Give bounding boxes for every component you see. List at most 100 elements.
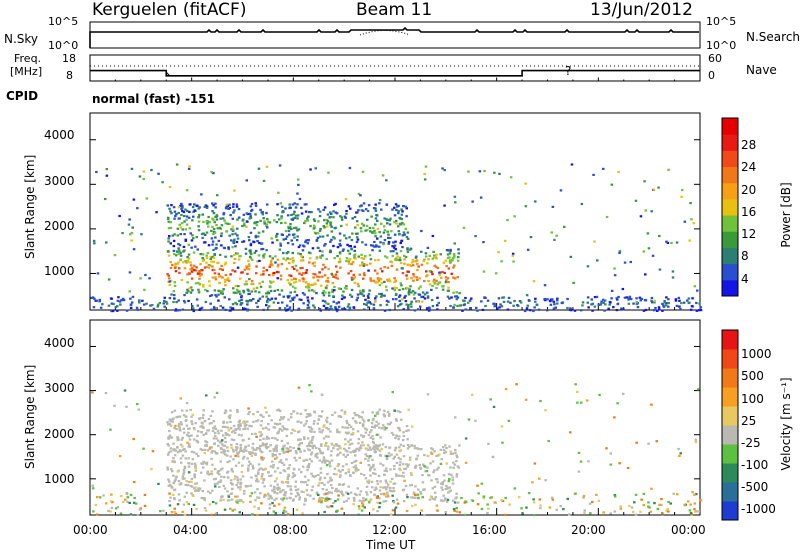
velocity-cell-sparse xyxy=(693,493,696,496)
power-cell xyxy=(411,258,415,262)
power-cell xyxy=(312,224,316,227)
power-cell xyxy=(450,258,454,261)
velocity-cell xyxy=(367,456,371,459)
power-cell-sparse xyxy=(144,273,147,277)
velocity-cell-sparse xyxy=(143,493,147,496)
velocity-cell xyxy=(260,458,263,461)
power-cell xyxy=(373,245,376,248)
power-cell xyxy=(340,216,343,219)
power-cell xyxy=(178,223,181,226)
power-cell xyxy=(376,281,380,284)
power-cell xyxy=(206,222,209,225)
power-cell xyxy=(237,258,241,261)
power-cell xyxy=(339,215,342,218)
power-cell xyxy=(393,206,396,209)
velocity-cell xyxy=(399,443,403,446)
power-cell xyxy=(244,252,248,255)
velocity-cell xyxy=(176,446,179,449)
velocity-cell xyxy=(310,460,314,463)
velocity-cell xyxy=(242,455,246,458)
velocity-cell-sparse xyxy=(301,512,304,515)
power-cell xyxy=(404,205,408,208)
velocity-cell-sparse xyxy=(376,496,379,499)
velocity-cell-sparse xyxy=(332,501,335,504)
velocity-cell xyxy=(189,484,193,488)
velocity-cell-sparse xyxy=(464,501,468,504)
velocity-cell-sparse xyxy=(318,481,321,484)
time-tick-6: 00:00 xyxy=(671,523,706,537)
velocity-cell xyxy=(237,433,241,436)
power-cell-sparse xyxy=(319,235,322,238)
velocity-cell xyxy=(275,456,279,459)
power-cell xyxy=(293,236,296,239)
power-cell xyxy=(675,304,679,307)
power-cell xyxy=(665,296,668,299)
velocity-cell xyxy=(180,461,183,464)
velocity-cell xyxy=(176,415,180,418)
power-cell xyxy=(388,278,391,281)
velocity-cell xyxy=(250,476,253,479)
power-cell-sparse xyxy=(255,286,259,289)
power-cell xyxy=(394,279,397,282)
power-cell xyxy=(138,299,141,302)
power-cell xyxy=(240,271,243,274)
velocity-cell xyxy=(323,493,326,496)
power-cell-sparse xyxy=(132,248,136,251)
velocity-cell-sparse xyxy=(689,511,693,515)
power-cell xyxy=(168,283,172,286)
power-cell xyxy=(468,299,472,302)
power-cell xyxy=(202,285,205,288)
power-cell xyxy=(247,263,251,266)
power-cell xyxy=(208,280,211,283)
power-cell xyxy=(326,234,329,237)
power-cell xyxy=(604,303,607,306)
power-cell xyxy=(306,284,310,287)
power-cell-sparse xyxy=(479,196,483,199)
velocity-cell-sparse xyxy=(544,479,547,482)
power-cell xyxy=(195,298,199,301)
power-cell-sparse xyxy=(278,164,282,167)
velocity-cell xyxy=(308,412,312,416)
velocity-cell xyxy=(383,473,386,476)
velocity-cell xyxy=(389,486,392,489)
velocity-cell xyxy=(200,421,204,424)
velocity-cell xyxy=(212,427,215,430)
power-cell xyxy=(199,253,203,256)
power-cell xyxy=(441,270,444,274)
velocity-cell xyxy=(448,445,451,448)
power-cell-sparse xyxy=(410,291,413,294)
power-cell xyxy=(297,228,301,231)
velocity-cell-sparse xyxy=(110,506,114,509)
power-cell xyxy=(172,300,175,304)
power-cell-sparse xyxy=(274,261,277,264)
velocity-cell xyxy=(248,451,251,454)
freq-tick-bottom: 8 xyxy=(66,69,73,82)
velocity-cell-sparse xyxy=(420,509,423,512)
power-cell-sparse xyxy=(693,285,697,288)
velocity-cell xyxy=(408,484,412,487)
velocity-cell xyxy=(188,434,191,437)
power-cell-sparse xyxy=(525,294,529,297)
power-cell-sparse xyxy=(314,167,317,170)
velocity-cell xyxy=(454,448,457,452)
power-cell xyxy=(307,282,310,286)
velocity-cell-sparse xyxy=(582,494,586,498)
power-cell-sparse xyxy=(335,212,339,215)
power-cell xyxy=(405,215,408,218)
velocity-cell xyxy=(451,452,455,455)
power-cell xyxy=(360,204,363,207)
power-cell xyxy=(601,298,605,301)
velocity-cell xyxy=(232,458,235,461)
velocity-cell-sparse xyxy=(392,500,395,503)
power-cell xyxy=(428,307,431,310)
power-cell xyxy=(446,256,450,259)
power-cbar-tick-28: 28 xyxy=(741,138,757,152)
velocity-cell xyxy=(239,485,242,488)
power-cell xyxy=(607,307,610,310)
velocity-cell xyxy=(220,495,224,498)
velocity-cell xyxy=(386,486,389,489)
power-cell-sparse xyxy=(478,170,482,173)
power-cell xyxy=(362,257,365,260)
power-cell xyxy=(395,222,398,225)
power-cell xyxy=(493,305,496,308)
